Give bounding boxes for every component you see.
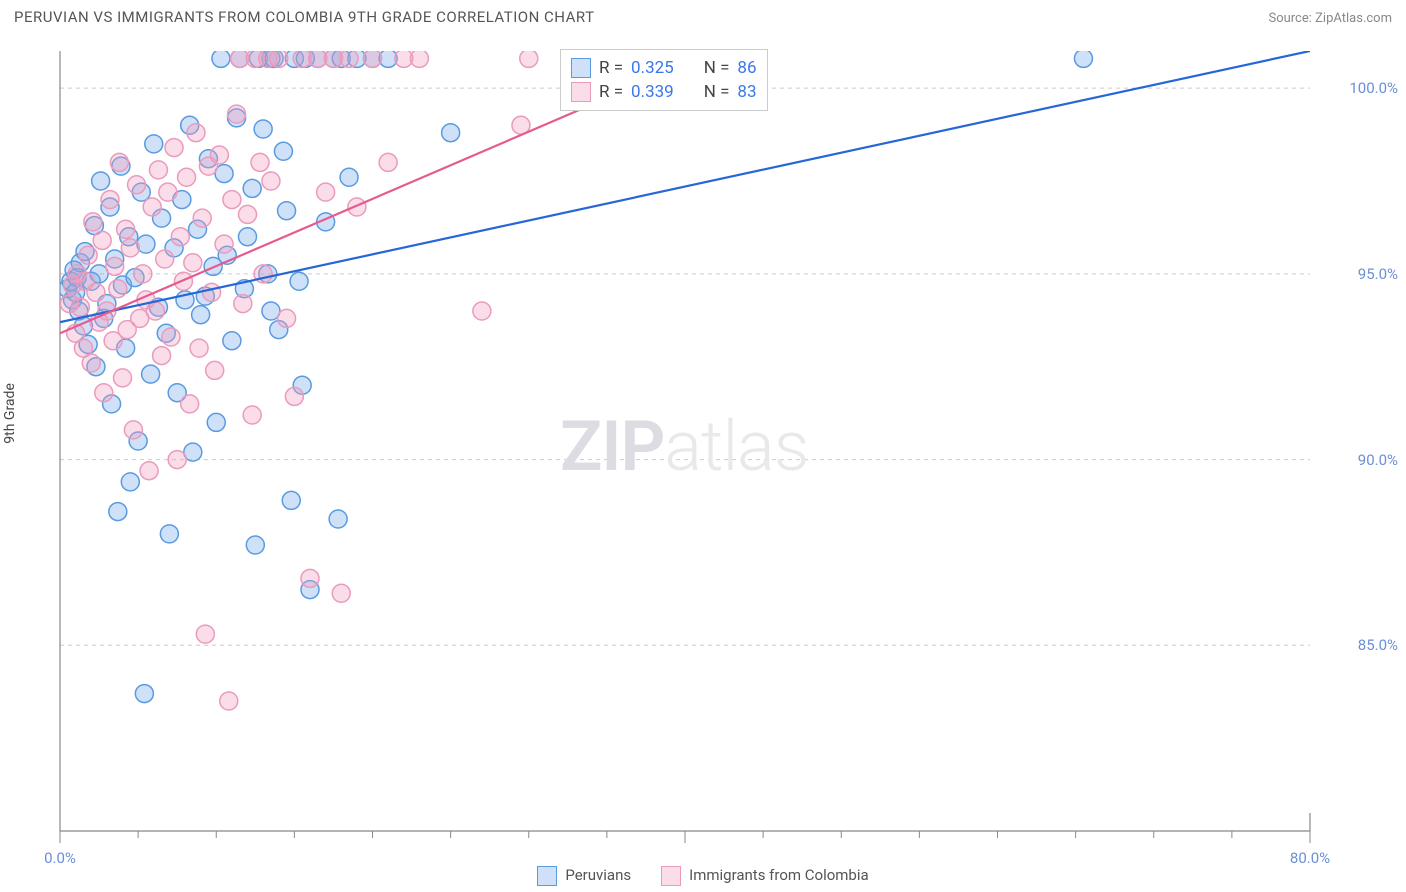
stat-row: R = 0.325 N = 86 (571, 56, 757, 80)
stat-row: R = 0.339 N = 83 (571, 80, 757, 104)
legend-item: Immigrants from Colombia (661, 866, 869, 886)
stat-n-value: 83 (737, 82, 756, 102)
correlation-stat-box: R = 0.325 N = 86 R = 0.339 N = 83 (560, 49, 768, 111)
stat-r-label: R = (599, 58, 623, 78)
legend-label: Immigrants from Colombia (689, 866, 869, 884)
stat-r-value: 0.339 (631, 82, 674, 102)
legend-label: Peruvians (565, 866, 631, 884)
legend-item: Peruvians (537, 866, 631, 886)
x-tick-label: 0.0% (44, 849, 76, 867)
legend-swatch (537, 866, 557, 886)
source-label: Source: ZipAtlas.com (1268, 11, 1392, 26)
y-tick-label: 85.0% (1358, 636, 1398, 654)
stat-swatch (571, 58, 591, 78)
y-tick-label: 100.0% (1349, 79, 1398, 97)
legend: Peruvians Immigrants from Colombia (0, 866, 1406, 886)
stat-r-label: R = (599, 82, 623, 102)
stat-swatch (571, 82, 591, 102)
y-tick-label: 90.0% (1358, 451, 1398, 469)
x-tick-label: 80.0% (1290, 849, 1330, 867)
stat-n-label: N = (704, 82, 730, 102)
stat-r-value: 0.325 (631, 58, 674, 78)
stat-n-label: N = (704, 58, 730, 78)
stat-n-value: 86 (737, 58, 756, 78)
y-tick-label: 95.0% (1358, 265, 1398, 283)
chart-svg (0, 36, 1406, 891)
chart-title: PERUVIAN VS IMMIGRANTS FROM COLOMBIA 9TH… (14, 8, 595, 26)
legend-swatch (661, 866, 681, 886)
chart-area: 9th Grade ZIPatlas R =0.325N =86R =0.339… (0, 36, 1406, 892)
